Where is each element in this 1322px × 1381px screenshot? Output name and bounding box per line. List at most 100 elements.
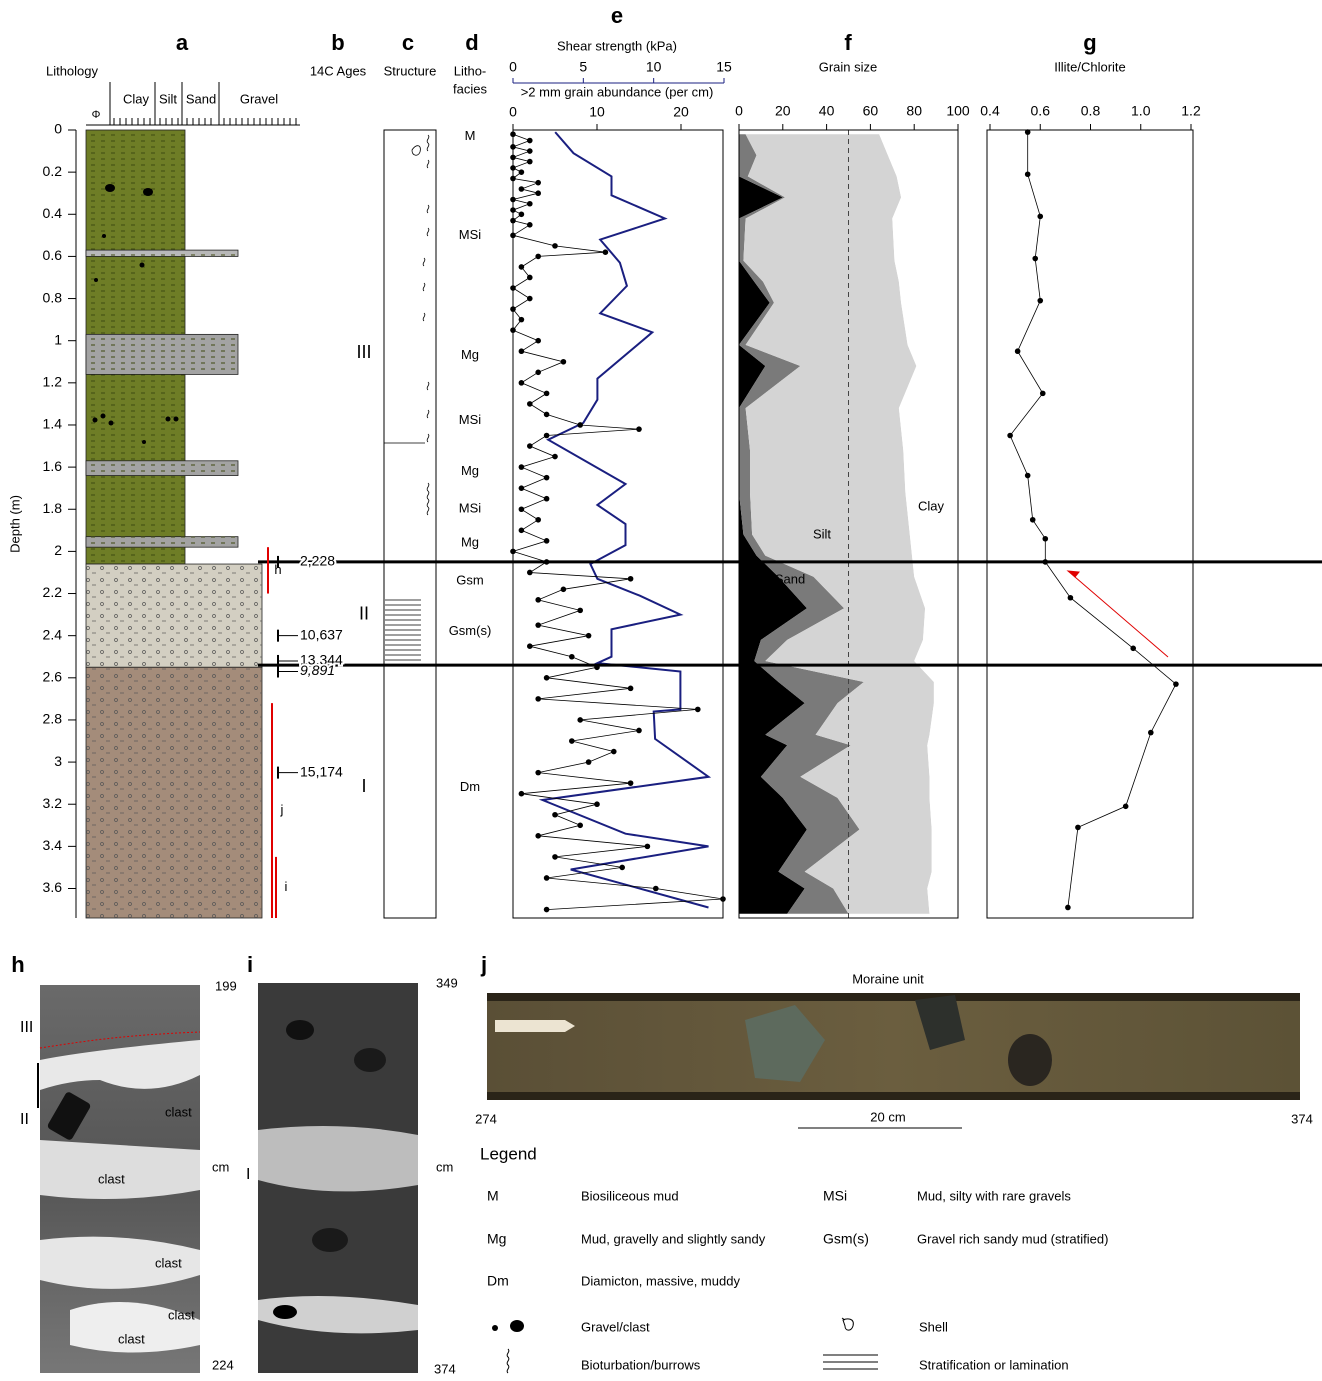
grain-class: Silt: [159, 91, 177, 106]
lithology-layer: [85, 563, 263, 668]
panel-letter: a: [176, 30, 189, 55]
point: [535, 190, 541, 197]
point: [510, 131, 516, 138]
point: [560, 358, 567, 365]
structure-frame: [383, 129, 437, 919]
x-tick-label: 0: [509, 104, 517, 120]
y-tick-label: 0: [54, 121, 62, 137]
x-tick-label: 20: [775, 103, 791, 119]
point: [518, 485, 525, 491]
y-tick-label: 1.6: [43, 458, 63, 474]
panel-letter: h: [11, 952, 24, 977]
chart-title: Grain size: [819, 59, 878, 74]
layer-texture: [86, 564, 262, 668]
point: [552, 811, 558, 818]
x-tick-label: 0.8: [1081, 103, 1101, 119]
point: [510, 232, 516, 239]
legend-symbol-text: Bioturbation/burrows: [581, 1357, 701, 1372]
age-label: 2,228: [300, 553, 335, 569]
legend-symbol-text: Gravel/clast: [581, 1319, 650, 1334]
y-tick-label: 0.8: [43, 289, 63, 305]
x-tick-label: 0.4: [980, 103, 1000, 119]
point: [535, 337, 541, 344]
point: [527, 137, 533, 144]
photo-i: [258, 983, 418, 1373]
photo-depth: 274: [475, 1111, 497, 1126]
y-tick-label: 0.6: [43, 247, 63, 263]
point: [569, 738, 575, 744]
point: [585, 632, 592, 639]
x-tick-label: 100: [946, 103, 970, 119]
chart-title: Illite/Chlorite: [1054, 59, 1126, 74]
panel-letter: j: [480, 952, 487, 977]
x-tick-label: 10: [589, 104, 605, 120]
photo-unit: II: [20, 1111, 29, 1128]
point: [527, 222, 533, 228]
legend-text: Mud, silty with rare gravels: [917, 1188, 1071, 1203]
x-tick-label: 40: [819, 103, 835, 119]
point: [527, 443, 533, 449]
point: [527, 148, 533, 154]
y-tick-label: 3.6: [43, 879, 63, 895]
point: [1173, 681, 1179, 687]
x-tick-label: 0.6: [1031, 103, 1051, 119]
frame-e: [512, 129, 724, 919]
sample-label: i: [285, 879, 288, 894]
legend: M Biosiliceous mud MSi Mud, silty with rare…: [487, 1188, 1108, 1373]
point: [1148, 729, 1154, 736]
age-label: 13,344: [300, 652, 343, 668]
point: [510, 165, 516, 171]
point: [552, 453, 558, 460]
point: [535, 369, 541, 376]
photo-depth: 349: [436, 975, 458, 990]
x-tick-label: 60: [863, 103, 879, 119]
photo-depth: 224: [212, 1357, 234, 1372]
unit-label: I: [361, 776, 366, 796]
point: [1014, 348, 1021, 355]
clast-label: clast: [165, 1104, 192, 1119]
point: [1075, 824, 1081, 831]
point: [653, 885, 659, 892]
point: [1039, 390, 1046, 397]
phi-label: Φ: [92, 109, 101, 121]
age-label: 15,174: [300, 763, 343, 779]
photo-h: [37, 985, 201, 1373]
point: [535, 179, 541, 186]
lithology-layer: [85, 333, 239, 375]
point: [535, 833, 541, 839]
point: [585, 759, 592, 765]
panel-letters: a b c d e f g h i j: [11, 3, 1096, 977]
frame-f: [738, 129, 959, 919]
point: [510, 154, 516, 161]
legend-code: Dm: [487, 1273, 509, 1289]
point: [535, 769, 541, 776]
point: [543, 906, 550, 913]
point: [510, 327, 516, 333]
x-tick-label: 1.0: [1131, 103, 1151, 119]
profile-line: [538, 131, 712, 909]
point: [577, 717, 583, 723]
grain-class: Sand: [186, 91, 216, 106]
lithology-header: [86, 82, 300, 126]
legend-text: Mud, gravelly and slightly sandy: [581, 1231, 766, 1246]
area: [879, 134, 958, 914]
layer-texture: [86, 334, 238, 375]
point: [1122, 803, 1129, 810]
x-tick-label: 0: [735, 103, 743, 119]
lithofacies-label: Mg: [461, 463, 479, 478]
point: [695, 706, 701, 713]
y-tick-label: 0.4: [43, 205, 63, 221]
photo-scale: cm: [436, 1159, 453, 1174]
lithofacies-label: MSi: [459, 501, 482, 516]
legend-symbols: [492, 1317, 878, 1374]
point: [1065, 904, 1071, 911]
point: [518, 169, 525, 175]
overlay: IIIIII2,22810,63713,3449,89115,174hjiMMS…: [258, 126, 1322, 918]
legend-code: Gsm(s): [823, 1231, 869, 1247]
lithofacies-label: Dm: [460, 779, 480, 794]
lithofacies-label: MSi: [459, 412, 482, 427]
clast-label: clast: [155, 1255, 182, 1270]
y-tick-label: 0.2: [43, 163, 63, 179]
point: [569, 653, 575, 660]
